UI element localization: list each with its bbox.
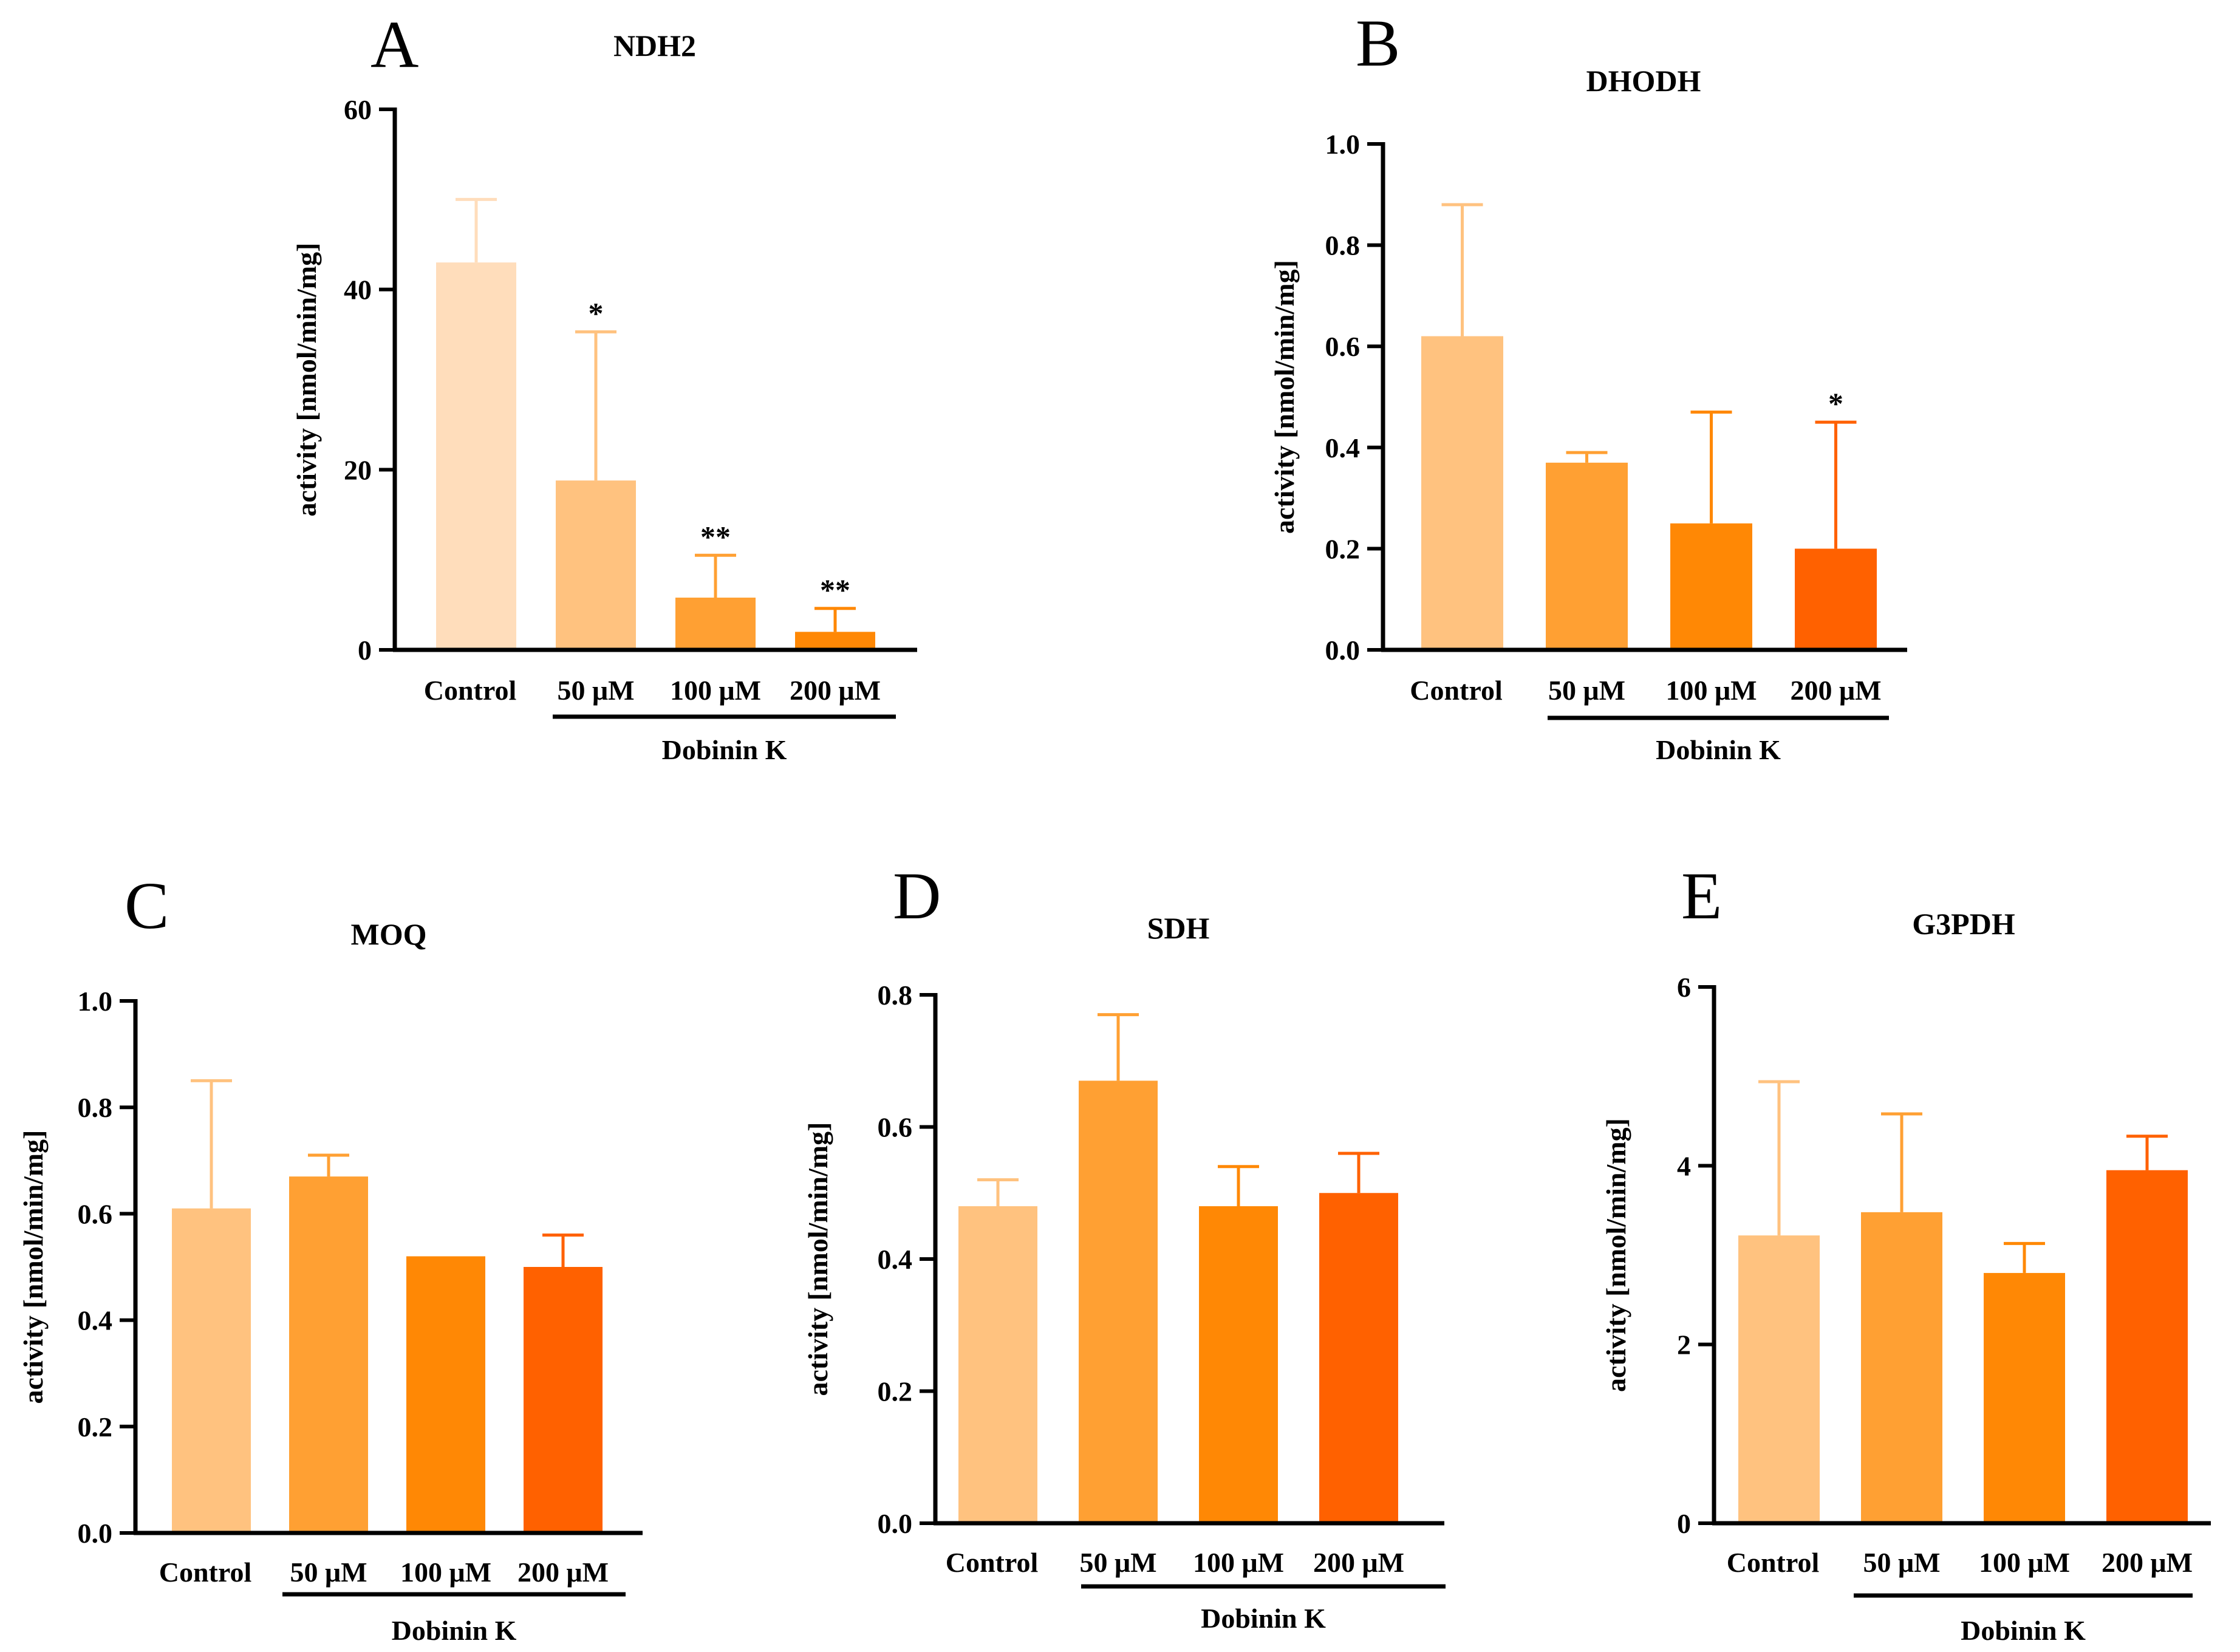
- y-tick-label: 2: [1677, 1329, 1691, 1360]
- bar: [675, 597, 756, 650]
- bar: [1738, 1235, 1820, 1523]
- group-label: Dobinin K: [1961, 1615, 2086, 1646]
- x-tick-label: 200 μM: [2102, 1547, 2193, 1578]
- panel-letter: D: [893, 859, 941, 933]
- y-tick-label: 0.0: [1325, 635, 1361, 666]
- x-tick-label: 200 μM: [517, 1557, 609, 1588]
- bar: [1079, 1080, 1158, 1523]
- y-tick-label: 0.0: [78, 1518, 113, 1549]
- y-tick-label: 1.0: [1325, 129, 1361, 160]
- bar: [289, 1176, 368, 1533]
- y-tick-label: 0.8: [1325, 230, 1361, 261]
- bar: [436, 262, 516, 650]
- y-tick-label: 0.8: [78, 1092, 113, 1123]
- bar: [1546, 462, 1628, 650]
- panel-b: B DHODH activity [nmol/min/mg] Control 50 μM…: [1269, 6, 1907, 765]
- bar: [1670, 523, 1752, 650]
- significance-marker: **: [820, 573, 850, 607]
- bar: [1984, 1272, 2065, 1523]
- x-tick-label: 50 μM: [1548, 675, 1625, 706]
- panel-e: E G3PDH activity [nmol/min/mg] Control 50 μM…: [1600, 859, 2211, 1646]
- group-label: Dobinin K: [662, 734, 787, 765]
- group-label: Dobinin K: [1656, 734, 1781, 765]
- y-tick-label: 20: [344, 454, 372, 485]
- y-tick-label: 4: [1677, 1150, 1691, 1181]
- x-tick-label: 100 μM: [400, 1557, 491, 1588]
- y-tick-label: 0.6: [78, 1198, 113, 1229]
- significance-marker: **: [700, 519, 731, 553]
- x-tick-label: 100 μM: [1666, 675, 1757, 706]
- x-tick-label: 50 μM: [558, 675, 635, 706]
- y-tick-label: 0.4: [78, 1305, 113, 1336]
- x-tick-label: 100 μM: [1979, 1547, 2070, 1578]
- y-tick-label: 1.0: [78, 986, 113, 1017]
- significance-marker: *: [1828, 386, 1843, 420]
- x-tick-label: 50 μM: [1080, 1547, 1157, 1578]
- y-axis-label: activity [nmol/min/mg]: [18, 1130, 49, 1404]
- group-label: Dobinin K: [392, 1615, 517, 1646]
- y-tick-label: 0.2: [78, 1411, 113, 1442]
- y-tick-label: 60: [344, 94, 372, 125]
- y-tick-label: 0.6: [878, 1112, 913, 1143]
- x-tick-label: Control: [946, 1547, 1039, 1578]
- y-tick-label: 0.8: [878, 980, 913, 1011]
- bar: [795, 632, 875, 650]
- x-tick-label: 200 μM: [790, 675, 881, 706]
- y-tick-label: 0.4: [878, 1244, 913, 1275]
- bar: [1861, 1212, 1942, 1523]
- x-tick-label: 200 μM: [1313, 1547, 1404, 1578]
- bar: [2106, 1170, 2188, 1523]
- y-tick-label: 0: [1677, 1508, 1691, 1539]
- y-tick-label: 6: [1677, 972, 1691, 1003]
- panel-d: D SDH activity [nmol/min/mg] Control 50 μM 10…: [802, 859, 1446, 1634]
- y-axis-label: activity [nmol/min/mg]: [1600, 1118, 1631, 1392]
- panel-c: C MOQ activity [nmol/min/mg] Control 50 μM 10…: [18, 869, 643, 1646]
- chart-title: DHODH: [1586, 64, 1701, 98]
- chart-title: NDH2: [613, 29, 696, 63]
- x-tick-label: 200 μM: [1791, 675, 1882, 706]
- y-tick-label: 0.4: [1325, 432, 1361, 463]
- y-axis-label: activity [nmol/min/mg]: [802, 1122, 833, 1396]
- y-axis-label: activity [nmol/min/mg]: [291, 243, 322, 517]
- bar: [406, 1256, 485, 1533]
- x-tick-label: Control: [424, 675, 517, 706]
- x-tick-label: 50 μM: [290, 1557, 367, 1588]
- group-label: Dobinin K: [1201, 1603, 1326, 1634]
- panel-letter: A: [370, 7, 418, 81]
- x-tick-label: 100 μM: [1193, 1547, 1284, 1578]
- x-tick-label: Control: [1727, 1547, 1820, 1578]
- y-tick-label: 0.6: [1325, 331, 1361, 362]
- panel-a: A NDH2 activity [nmol/min/mg] Control * 50 μM…: [291, 7, 917, 765]
- x-tick-label: 100 μM: [670, 675, 761, 706]
- bar: [1199, 1206, 1278, 1523]
- bar: [958, 1206, 1037, 1523]
- bar: [556, 480, 636, 650]
- y-tick-label: 40: [344, 275, 372, 305]
- y-axis-label: activity [nmol/min/mg]: [1269, 260, 1300, 534]
- y-tick-label: 0.2: [878, 1376, 913, 1407]
- bar: [1795, 548, 1877, 650]
- panel-letter: E: [1681, 859, 1722, 933]
- significance-marker: *: [589, 296, 604, 330]
- chart-title: G3PDH: [1912, 907, 2015, 941]
- bar: [172, 1208, 251, 1533]
- chart-title: MOQ: [351, 917, 427, 951]
- y-tick-label: 0.0: [878, 1508, 913, 1539]
- bar: [1319, 1193, 1398, 1523]
- y-tick-label: 0.2: [1325, 533, 1361, 564]
- panel-letter: B: [1356, 6, 1400, 80]
- chart-title: SDH: [1147, 911, 1210, 945]
- x-tick-label: 50 μM: [1863, 1547, 1941, 1578]
- y-tick-label: 0: [358, 635, 372, 666]
- bar: [524, 1267, 603, 1533]
- x-tick-label: Control: [159, 1557, 252, 1588]
- bar: [1421, 336, 1503, 650]
- panel-letter: C: [125, 869, 169, 943]
- x-tick-label: Control: [1410, 675, 1503, 706]
